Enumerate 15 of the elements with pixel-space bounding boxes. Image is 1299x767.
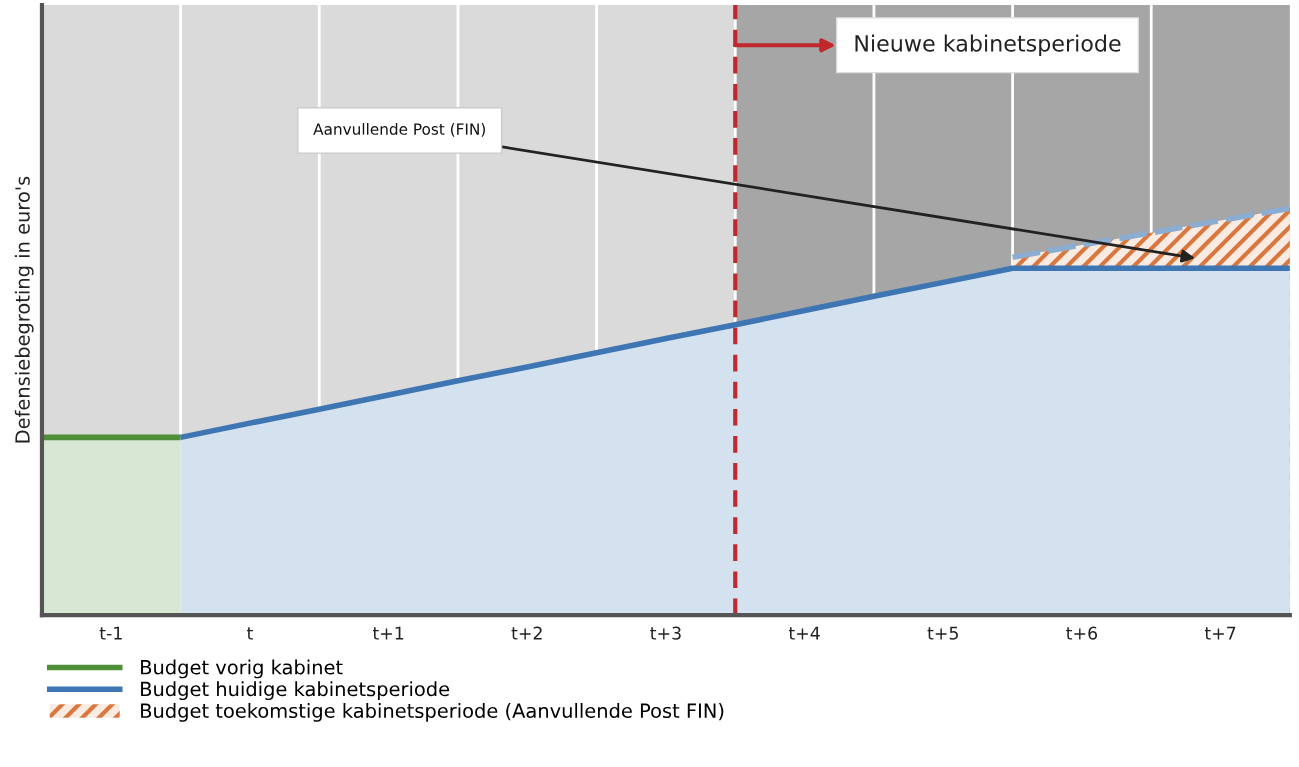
text: Nieuwe kabinetsperiode [855,34,1121,57]
legend-label: Budget vorig kabinet [141,659,343,679]
x-tick-label: t-1 [99,626,122,640]
x-tick-label: t+5 [927,626,958,640]
x-tick-label: t+7 [1204,626,1236,640]
legend-label: Budget toekomstige kabinetsperiode (Aanvullende Post FIN) [141,702,724,722]
legend-label: Budget huidige kabinetsperiode [141,681,450,701]
x-tick-label: t+4 [788,626,820,640]
x-tick-label: t+6 [1066,626,1098,640]
x-tick-label: t+2 [511,626,542,640]
x-tick-label: t+1 [372,626,404,640]
x-tick-label: t [247,627,253,640]
text: Aanvullende Post (FIN) [313,123,486,137]
x-tick-label: t+3 [650,626,681,640]
y-axis-title: Defensiebegroting in euro's [14,176,34,443]
